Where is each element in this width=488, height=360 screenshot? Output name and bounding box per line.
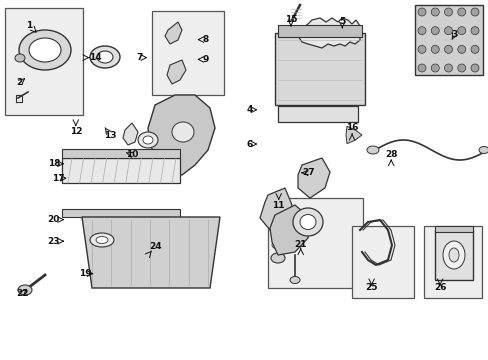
Bar <box>62 149 180 158</box>
Text: 3: 3 <box>451 30 457 39</box>
Ellipse shape <box>90 233 114 247</box>
Text: 18: 18 <box>47 159 60 168</box>
Text: 6: 6 <box>246 140 252 149</box>
Ellipse shape <box>138 132 158 148</box>
Ellipse shape <box>442 241 464 269</box>
Ellipse shape <box>478 147 488 153</box>
Circle shape <box>444 45 451 53</box>
Text: 23: 23 <box>47 237 60 246</box>
Ellipse shape <box>15 54 25 62</box>
Text: 19: 19 <box>79 269 92 278</box>
Ellipse shape <box>19 30 71 70</box>
Bar <box>351 226 413 298</box>
Bar <box>62 158 180 183</box>
Bar <box>267 198 362 288</box>
Circle shape <box>444 64 451 72</box>
Circle shape <box>457 45 465 53</box>
Bar <box>434 230 472 280</box>
Polygon shape <box>82 217 220 288</box>
Polygon shape <box>123 123 138 145</box>
Text: 15: 15 <box>284 15 297 24</box>
Text: 5: 5 <box>339 17 345 26</box>
Circle shape <box>417 8 425 16</box>
Circle shape <box>417 45 425 53</box>
Polygon shape <box>167 60 185 84</box>
Polygon shape <box>297 158 329 198</box>
Polygon shape <box>346 126 361 144</box>
Ellipse shape <box>366 146 378 154</box>
Bar <box>414 5 482 75</box>
Text: 4: 4 <box>245 105 252 114</box>
Ellipse shape <box>142 136 153 144</box>
Bar <box>62 209 180 217</box>
Text: 11: 11 <box>272 201 285 210</box>
Ellipse shape <box>90 46 120 68</box>
Circle shape <box>470 8 478 16</box>
Bar <box>278 25 361 37</box>
Text: 2: 2 <box>17 78 22 87</box>
Circle shape <box>417 27 425 35</box>
Circle shape <box>470 27 478 35</box>
Text: 17: 17 <box>52 174 65 183</box>
Text: 24: 24 <box>149 242 162 251</box>
Bar <box>423 226 481 298</box>
Text: 9: 9 <box>202 55 208 64</box>
Bar <box>274 33 364 105</box>
Text: 26: 26 <box>433 284 446 292</box>
Text: 20: 20 <box>47 215 60 224</box>
Ellipse shape <box>271 241 284 249</box>
Bar <box>434 226 472 232</box>
Circle shape <box>417 64 425 72</box>
Polygon shape <box>260 188 291 230</box>
Text: 12: 12 <box>69 127 82 136</box>
Text: 22: 22 <box>16 289 28 298</box>
Circle shape <box>430 27 438 35</box>
Ellipse shape <box>299 215 315 230</box>
Circle shape <box>430 8 438 16</box>
Text: 13: 13 <box>103 131 116 140</box>
Circle shape <box>444 8 451 16</box>
Bar <box>278 106 357 122</box>
Polygon shape <box>148 95 215 175</box>
Ellipse shape <box>97 51 113 63</box>
Ellipse shape <box>270 253 285 263</box>
Polygon shape <box>164 22 182 44</box>
Circle shape <box>457 64 465 72</box>
Circle shape <box>430 64 438 72</box>
Polygon shape <box>297 18 359 48</box>
Text: 27: 27 <box>301 168 314 177</box>
Ellipse shape <box>172 122 194 142</box>
Circle shape <box>457 8 465 16</box>
Text: 10: 10 <box>125 150 138 159</box>
Text: 8: 8 <box>202 35 208 44</box>
Circle shape <box>457 27 465 35</box>
Text: 1: 1 <box>26 21 32 30</box>
Bar <box>5 8 83 115</box>
Bar <box>152 11 224 95</box>
Circle shape <box>430 45 438 53</box>
Text: 7: 7 <box>136 53 142 62</box>
Circle shape <box>470 64 478 72</box>
Circle shape <box>444 27 451 35</box>
Text: 14: 14 <box>89 53 102 62</box>
Ellipse shape <box>18 285 32 295</box>
Ellipse shape <box>289 276 299 284</box>
Polygon shape <box>269 205 309 255</box>
Text: 25: 25 <box>365 284 377 292</box>
Ellipse shape <box>29 38 61 62</box>
Text: 16: 16 <box>345 123 358 132</box>
Ellipse shape <box>292 208 323 236</box>
Ellipse shape <box>448 248 458 262</box>
Circle shape <box>470 45 478 53</box>
Text: 21: 21 <box>294 240 306 249</box>
Text: 28: 28 <box>384 150 397 159</box>
Ellipse shape <box>96 237 108 243</box>
